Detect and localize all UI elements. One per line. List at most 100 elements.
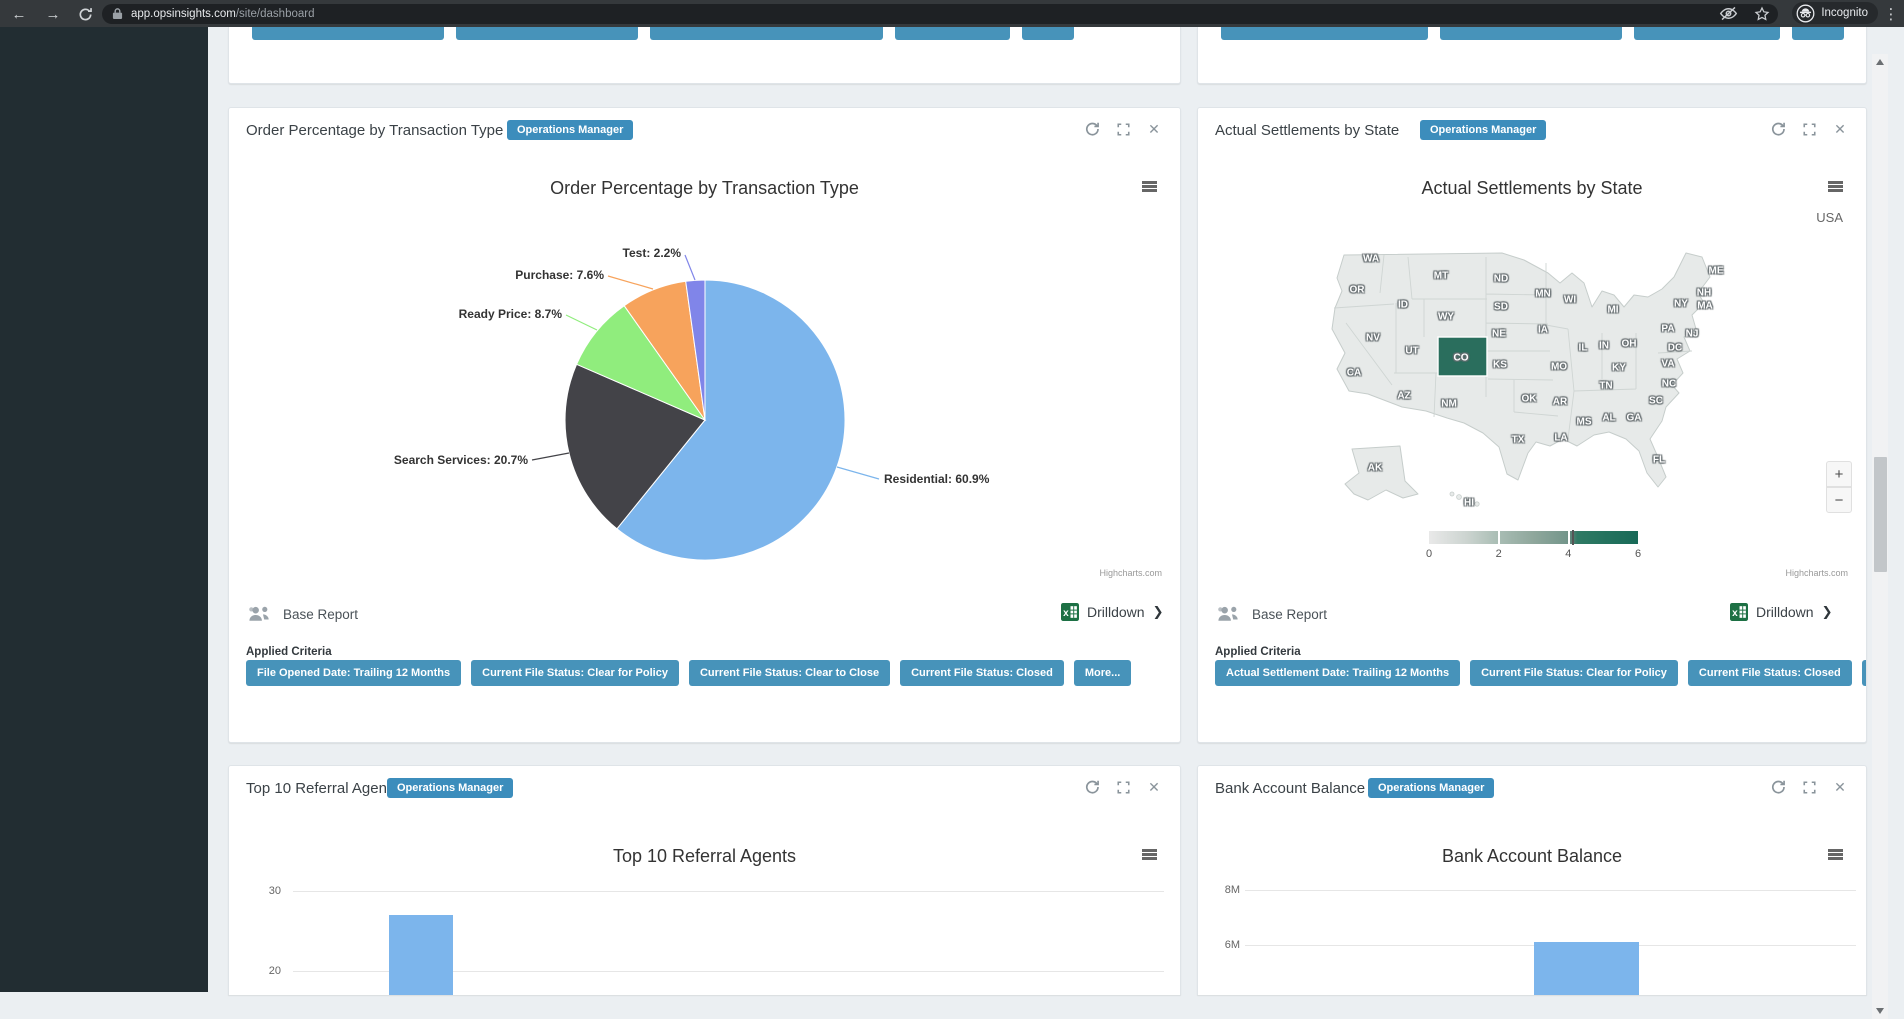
drilldown-button[interactable]: x Drilldown ❯	[1730, 603, 1832, 621]
bar-referral-agent-1[interactable]	[389, 915, 453, 995]
operations-manager-badge[interactable]: Operations Manager	[387, 778, 514, 798]
refresh-icon[interactable]	[1769, 778, 1787, 796]
criteria-button-cutoff[interactable]	[1022, 27, 1074, 40]
reload-icon	[79, 7, 92, 20]
criteria-button[interactable]: Current File Status: Clear to Close	[688, 660, 891, 686]
pie-slice-test[interactable]	[685, 279, 706, 421]
criteria-button[interactable]: Actual Settlement Date: Trailing 12 Mont…	[1215, 660, 1461, 686]
expand-icon[interactable]	[1114, 120, 1132, 138]
browser-forward-button[interactable]: →	[45, 5, 61, 23]
refresh-icon[interactable]	[1769, 120, 1787, 138]
highcharts-credit[interactable]: Highcharts.com	[1099, 568, 1162, 578]
criteria-button-cutoff[interactable]	[1221, 27, 1428, 40]
state-label-ma: MA	[1697, 300, 1713, 312]
state-label-ut: UT	[1405, 345, 1419, 357]
scroll-down-arrow[interactable]	[1876, 1008, 1884, 1014]
close-icon[interactable]: ✕	[1834, 778, 1846, 795]
criteria-button[interactable]: Current File Status: Closed	[1687, 660, 1852, 686]
browser-menu-kebab[interactable]: ⋮	[1883, 6, 1899, 23]
y-axis-tick: 30	[268, 885, 281, 897]
expand-icon[interactable]	[1800, 778, 1818, 796]
address-bar[interactable]: app.opsinsights.com/site/dashboard	[102, 3, 1778, 24]
refresh-icon[interactable]	[1083, 120, 1101, 138]
chart-context-menu-icon[interactable]	[1828, 849, 1843, 860]
operations-manager-badge[interactable]: Operations Manager	[1420, 120, 1547, 140]
pie-label-connector	[684, 254, 696, 281]
chart-context-menu-icon[interactable]	[1142, 181, 1157, 192]
state-label-dc: DC	[1667, 342, 1683, 354]
operations-manager-badge[interactable]: Operations Manager	[507, 120, 634, 140]
criteria-button-cutoff[interactable]	[650, 27, 883, 40]
users-icon	[1218, 606, 1238, 621]
close-icon[interactable]: ✕	[1148, 778, 1160, 795]
refresh-icon[interactable]	[1083, 778, 1101, 796]
app-sidebar	[0, 27, 208, 992]
expand-icon[interactable]	[1114, 778, 1132, 796]
panel-header: Top 10 Referral Agents Operations Manage…	[229, 766, 1180, 814]
state-label-il: IL	[1578, 342, 1588, 354]
chart-context-menu-icon[interactable]	[1142, 849, 1157, 860]
browser-reload-button[interactable]	[74, 3, 96, 25]
state-label-me: ME	[1708, 265, 1724, 277]
us-map[interactable]: WA OR CA NV ID MT WY UT AZ NM CO ND SD NE KS OK TX MN IA MO…	[1306, 233, 1756, 528]
map-color-axis[interactable]	[1429, 530, 1638, 545]
applied-criteria-label: Applied Criteria	[1215, 646, 1301, 658]
state-label-ia: IA	[1538, 324, 1548, 336]
bar-bank-balance[interactable]	[1534, 942, 1639, 995]
criteria-button[interactable]: File Opened Date: Trailing 12 Months	[246, 660, 462, 686]
us-mainland-shape	[1331, 252, 1711, 488]
cutoff-criteria-buttons	[252, 27, 1074, 40]
criteria-more-button[interactable]: More...	[1861, 660, 1866, 686]
dashboard-page: Order Percentage by Transaction Type Ope…	[0, 27, 1888, 1019]
scrollbar-thumb[interactable]	[1873, 457, 1887, 572]
state-label-mo: MO	[1550, 361, 1568, 373]
criteria-button[interactable]: Current File Status: Closed	[900, 660, 1064, 686]
criteria-button-cutoff[interactable]	[252, 27, 444, 40]
panel-title: Top 10 Referral Agents	[246, 780, 399, 797]
gridline-30	[293, 891, 1164, 892]
state-label-ms: MS	[1576, 416, 1592, 428]
bar-chart-title: Bank Account Balance	[1441, 846, 1623, 866]
criteria-button-cutoff[interactable]	[895, 27, 1010, 40]
highcharts-credit[interactable]: Highcharts.com	[1785, 568, 1848, 578]
close-icon[interactable]: ✕	[1148, 120, 1160, 137]
panel-above-right-cutoff	[1197, 27, 1867, 84]
criteria-more-button[interactable]: More...	[1073, 660, 1132, 686]
operations-manager-badge[interactable]: Operations Manager	[1368, 778, 1495, 798]
criteria-button-cutoff[interactable]	[456, 27, 638, 40]
close-icon[interactable]: ✕	[1834, 120, 1846, 137]
state-label-hi: HI	[1464, 497, 1474, 509]
scroll-up-arrow[interactable]	[1876, 59, 1884, 65]
y-axis-tick: 6M	[1224, 939, 1240, 951]
bar-chart-title: Top 10 Referral Agents	[612, 846, 797, 866]
pie-chart[interactable]: Residential: 60.9% Search Services: 20.7%…	[229, 108, 1181, 608]
criteria-button-cutoff[interactable]	[1440, 27, 1622, 40]
color-axis-marker	[1571, 530, 1575, 545]
pie-slice-search-services[interactable]	[564, 363, 706, 530]
eye-blocked-icon[interactable]	[1719, 6, 1738, 21]
state-label-co: CO	[1453, 352, 1469, 364]
incognito-spy-icon	[1796, 4, 1815, 22]
map-zoom-in-button[interactable]: +	[1826, 461, 1852, 487]
bookmark-star-icon[interactable]	[1754, 6, 1770, 22]
map-legend-series-label[interactable]: USA	[1816, 210, 1843, 225]
criteria-button-cutoff[interactable]	[1792, 27, 1844, 40]
panel-header: Actual Settlements by State Operations M…	[1198, 108, 1866, 156]
criteria-button[interactable]: Current File Status: Clear for Policy	[1470, 660, 1678, 686]
map-zoom-out-button[interactable]: −	[1826, 487, 1852, 513]
state-label-ga: GA	[1626, 412, 1642, 424]
criteria-button-cutoff[interactable]	[1634, 27, 1780, 40]
pie-label-connector	[607, 275, 654, 290]
browser-back-button[interactable]: ←	[11, 5, 27, 23]
page-scrollbar[interactable]	[1872, 54, 1888, 1019]
chart-context-menu-icon[interactable]	[1828, 181, 1843, 192]
base-report-text: Base Report	[1252, 607, 1328, 622]
pie-slice-residential[interactable]	[616, 279, 846, 561]
panel-header: Bank Account Balance Operations Manager …	[1198, 766, 1866, 814]
drilldown-button[interactable]: x Drilldown ❯	[1061, 603, 1163, 621]
expand-icon[interactable]	[1800, 120, 1818, 138]
state-label-nc: NC	[1661, 378, 1677, 390]
cutoff-criteria-buttons	[1221, 27, 1844, 40]
criteria-button[interactable]: Current File Status: Clear for Policy	[471, 660, 679, 686]
y-axis-tick: 8M	[1224, 884, 1240, 896]
